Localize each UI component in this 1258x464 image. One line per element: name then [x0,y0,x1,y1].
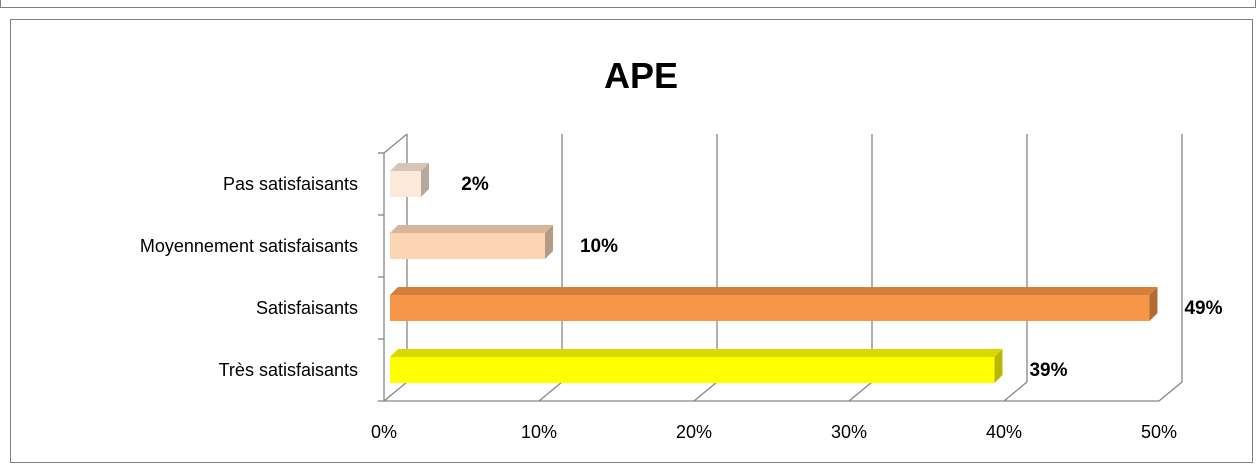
x-tick-label: 0% [371,422,397,442]
chart-title: APE [604,55,678,96]
bar-front-face [390,171,421,197]
x-tick-label: 30% [831,422,867,442]
bar-front-face [390,233,545,259]
bar [390,349,1003,383]
category-label: Moyennement satisfaisants [140,236,358,256]
floor-gridline [383,381,408,402]
category-label: Pas satisfaisants [223,174,358,194]
data-label: 39% [1029,360,1067,381]
bar-front-face [390,295,1150,321]
floor-gridline [1158,381,1183,402]
bar-top-face [390,225,553,233]
x-tick-label: 10% [521,422,557,442]
chart-frame: APE 0% 10% 20% 30% 40% 50% Très satisfaisants 3… [10,19,1253,463]
bar-top-face [390,163,429,171]
bar-front-face [390,357,995,383]
bar-chart: APE 0% 10% 20% 30% 40% 50% Très satisfaisants 3… [140,55,1223,442]
floor-gridline [538,381,563,402]
bar-side-face [1149,287,1158,321]
data-label: 10% [580,236,618,257]
top-frame-strip [0,0,1256,8]
floor-gridline [693,381,718,402]
bar-top-face [390,287,1158,295]
floor-gridline [848,381,873,402]
x-tick-label: 40% [986,422,1022,442]
bar [390,225,553,259]
bar-side-face [994,349,1003,383]
bar-top-face [390,349,1003,357]
y-axis-top-edge [383,133,408,154]
category-label: Satisfaisants [256,298,358,318]
bar [390,287,1158,321]
bar-side-face [421,163,429,197]
bars-layer [390,163,1158,383]
x-tick-label: 20% [676,422,712,442]
data-label: 2% [461,174,489,195]
floor-gridline [1003,381,1028,402]
data-label: 49% [1184,298,1222,319]
category-label: Très satisfaisants [219,360,358,380]
bar [390,163,429,197]
bar-side-face [545,225,553,259]
labels-layer: 0% 10% 20% 30% 40% 50% Très satisfaisants 39% Sa… [140,174,1223,442]
grid-layer [378,133,1183,402]
x-tick-label: 50% [1141,422,1177,442]
